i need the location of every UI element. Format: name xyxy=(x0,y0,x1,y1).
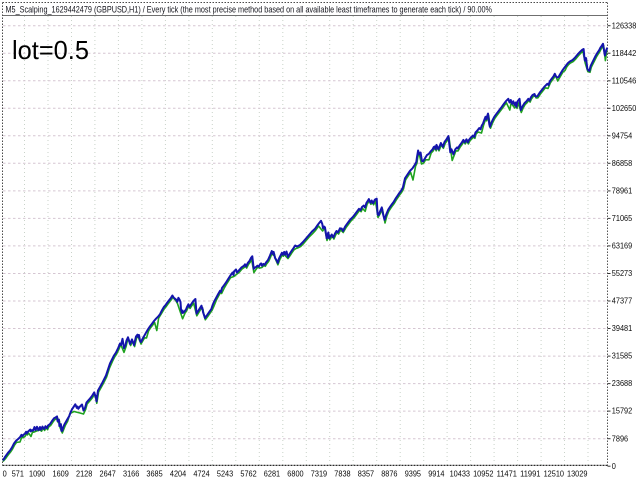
svg-text:9395: 9395 xyxy=(405,469,422,479)
svg-text:118442: 118442 xyxy=(612,48,637,58)
svg-text:6800: 6800 xyxy=(287,469,304,479)
svg-text:13029: 13029 xyxy=(567,469,588,479)
svg-text:39481: 39481 xyxy=(612,323,633,333)
svg-text:110546: 110546 xyxy=(612,75,637,85)
svg-text:lot=0.5: lot=0.5 xyxy=(12,35,89,65)
svg-text:15792: 15792 xyxy=(612,406,633,416)
svg-text:126338: 126338 xyxy=(612,20,637,30)
svg-text:94754: 94754 xyxy=(612,130,633,140)
svg-text:2647: 2647 xyxy=(100,469,117,479)
svg-text:8357: 8357 xyxy=(358,469,375,479)
svg-text:11991: 11991 xyxy=(520,469,541,479)
svg-text:12510: 12510 xyxy=(544,469,565,479)
svg-text:86858: 86858 xyxy=(612,158,633,168)
svg-text:71065: 71065 xyxy=(612,213,633,223)
svg-text:10433: 10433 xyxy=(450,469,471,479)
svg-text:7319: 7319 xyxy=(311,469,328,479)
svg-text:11471: 11471 xyxy=(497,469,518,479)
svg-text:571: 571 xyxy=(12,469,24,479)
svg-text:10952: 10952 xyxy=(473,469,494,479)
svg-text:7896: 7896 xyxy=(612,433,629,443)
svg-text:5243: 5243 xyxy=(217,469,234,479)
svg-text:55273: 55273 xyxy=(612,268,633,278)
svg-text:0: 0 xyxy=(3,469,7,479)
svg-text:3166: 3166 xyxy=(123,469,140,479)
svg-text:31585: 31585 xyxy=(612,351,633,361)
svg-text:M5_Scalping_1629442479 (GBPUSD: M5_Scalping_1629442479 (GBPUSD,H1) / Eve… xyxy=(6,5,493,16)
svg-text:7838: 7838 xyxy=(334,469,351,479)
svg-text:78961: 78961 xyxy=(612,186,633,196)
svg-text:8876: 8876 xyxy=(381,469,398,479)
svg-text:23688: 23688 xyxy=(612,378,633,388)
svg-text:4204: 4204 xyxy=(170,469,187,479)
svg-text:5762: 5762 xyxy=(240,469,257,479)
svg-text:4724: 4724 xyxy=(193,469,210,479)
svg-text:1090: 1090 xyxy=(29,469,46,479)
svg-text:102650: 102650 xyxy=(612,103,637,113)
svg-text:47377: 47377 xyxy=(612,296,633,306)
svg-text:6281: 6281 xyxy=(264,469,281,479)
svg-text:0: 0 xyxy=(612,461,616,471)
svg-text:63169: 63169 xyxy=(612,241,633,251)
svg-text:2128: 2128 xyxy=(76,469,93,479)
svg-text:3685: 3685 xyxy=(146,469,163,479)
svg-text:9914: 9914 xyxy=(428,469,445,479)
svg-text:1609: 1609 xyxy=(53,469,70,479)
